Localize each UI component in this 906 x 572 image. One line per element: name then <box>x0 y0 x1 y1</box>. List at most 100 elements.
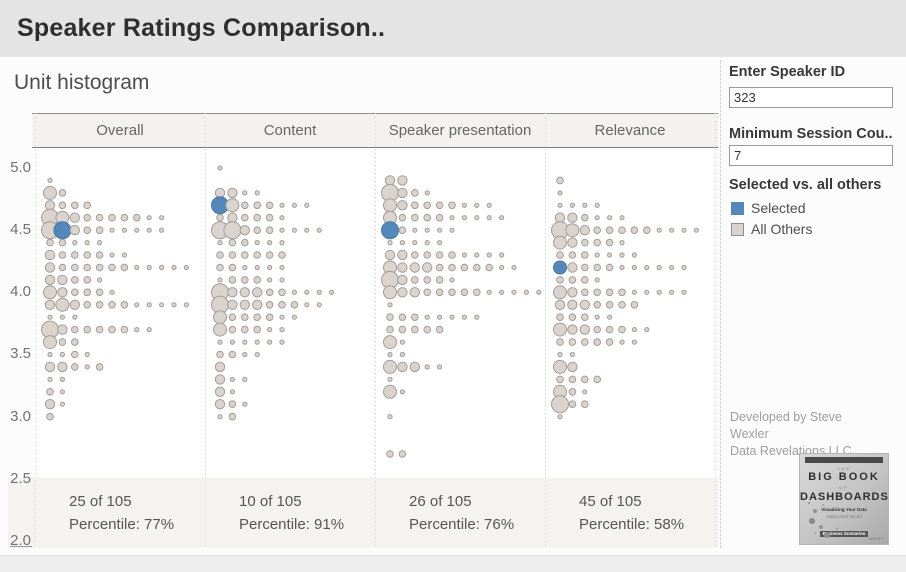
speaker-dot[interactable] <box>565 223 580 238</box>
speaker-dot[interactable] <box>227 212 238 223</box>
speaker-dot[interactable] <box>253 226 261 234</box>
speaker-dot[interactable] <box>304 289 310 295</box>
speaker-dot[interactable] <box>71 350 79 359</box>
speaker-dot[interactable] <box>279 339 285 345</box>
speaker-dot[interactable] <box>437 240 443 246</box>
speaker-dot[interactable] <box>304 227 310 233</box>
speaker-dot[interactable] <box>567 287 578 298</box>
speaker-dot[interactable] <box>411 313 419 321</box>
speaker-dot[interactable] <box>631 327 638 333</box>
speaker-dot[interactable] <box>229 339 235 345</box>
speaker-dot[interactable] <box>551 395 569 414</box>
speaker-dot[interactable] <box>47 376 53 382</box>
speaker-dot[interactable] <box>265 226 274 234</box>
speaker-dot[interactable] <box>581 251 589 259</box>
speaker-dot[interactable] <box>448 288 456 297</box>
speaker-dot[interactable] <box>593 338 602 346</box>
speaker-dot[interactable] <box>581 238 589 247</box>
speaker-dot[interactable] <box>423 325 432 334</box>
speaker-dot[interactable] <box>47 177 53 184</box>
speaker-dot[interactable] <box>631 339 638 345</box>
speaker-dot[interactable] <box>449 277 455 283</box>
speaker-dot[interactable] <box>304 302 310 308</box>
speaker-dot[interactable] <box>486 289 492 295</box>
speaker-dot[interactable] <box>58 338 67 346</box>
speaker-dot[interactable] <box>605 263 614 272</box>
speaker-dot[interactable] <box>71 251 79 259</box>
speaker-dot[interactable] <box>59 401 66 407</box>
speaker-dot[interactable] <box>43 285 57 300</box>
speaker-dot[interactable] <box>278 288 286 297</box>
speaker-dot[interactable] <box>108 263 116 272</box>
speaker-dot[interactable] <box>607 252 613 258</box>
speaker-dot[interactable] <box>254 351 260 358</box>
speaker-dot[interactable] <box>59 351 66 358</box>
speaker-dot[interactable] <box>499 289 505 295</box>
speaker-dot[interactable] <box>241 325 249 334</box>
speaker-dot[interactable] <box>435 213 444 222</box>
speaker-dot[interactable] <box>567 237 578 248</box>
speaker-dot[interactable] <box>95 288 104 297</box>
selected-speaker-dot[interactable] <box>381 221 399 240</box>
speaker-dot[interactable] <box>72 240 78 246</box>
speaker-dot[interactable] <box>397 249 408 261</box>
speaker-dot[interactable] <box>279 215 285 221</box>
speaker-dot[interactable] <box>83 226 91 234</box>
speaker-dot[interactable] <box>239 287 251 298</box>
speaker-dot[interactable] <box>228 276 237 284</box>
speaker-dot[interactable] <box>568 400 577 409</box>
speaker-dot[interactable] <box>228 412 237 421</box>
speaker-dot[interactable] <box>557 202 563 208</box>
speaker-dot[interactable] <box>43 335 57 350</box>
speaker-dot[interactable] <box>229 389 235 395</box>
speaker-dot[interactable] <box>594 277 600 283</box>
speaker-dot[interactable] <box>473 263 481 272</box>
speaker-dot[interactable] <box>159 302 165 308</box>
speaker-dot[interactable] <box>383 198 397 213</box>
speaker-dot[interactable] <box>146 264 152 271</box>
speaker-dot[interactable] <box>217 277 223 283</box>
speaker-dot[interactable] <box>109 252 115 258</box>
speaker-dot[interactable] <box>252 299 263 311</box>
speaker-dot[interactable] <box>656 227 662 233</box>
speaker-dot[interactable] <box>485 263 494 272</box>
speaker-dot[interactable] <box>567 299 578 311</box>
speaker-dot[interactable] <box>71 325 79 334</box>
speaker-dot[interactable] <box>397 200 408 211</box>
speaker-dot[interactable] <box>523 289 530 295</box>
speaker-dot[interactable] <box>556 251 564 259</box>
speaker-dot[interactable] <box>242 376 248 382</box>
speaker-dot[interactable] <box>556 176 564 185</box>
speaker-dot[interactable] <box>265 213 274 222</box>
speaker-dot[interactable] <box>409 361 420 373</box>
speaker-dot[interactable] <box>553 285 567 300</box>
speaker-dot[interactable] <box>605 288 614 297</box>
speaker-dot[interactable] <box>435 251 444 259</box>
speaker-dot[interactable] <box>474 314 480 320</box>
speaker-dot[interactable] <box>594 215 600 221</box>
speaker-dot[interactable] <box>553 235 567 250</box>
speaker-dot[interactable] <box>486 202 492 208</box>
speaker-dot[interactable] <box>581 276 589 284</box>
speaker-dot[interactable] <box>567 262 578 273</box>
speaker-dot[interactable] <box>217 240 223 246</box>
speaker-dot[interactable] <box>569 351 576 358</box>
speaker-dot[interactable] <box>593 325 602 334</box>
speaker-dot[interactable] <box>556 276 564 284</box>
speaker-dot[interactable] <box>619 252 625 258</box>
speaker-dot[interactable] <box>593 301 602 309</box>
speaker-dot[interactable] <box>437 227 443 233</box>
speaker-dot[interactable] <box>217 339 223 345</box>
speaker-dot[interactable] <box>58 238 67 247</box>
speaker-dot[interactable] <box>83 325 91 334</box>
speaker-dot[interactable] <box>241 276 249 284</box>
speaker-dot[interactable] <box>121 252 128 258</box>
speaker-dot[interactable] <box>242 264 248 271</box>
speaker-dot[interactable] <box>265 288 274 297</box>
speaker-dot[interactable] <box>291 289 297 295</box>
speaker-dot[interactable] <box>254 264 260 271</box>
speaker-dot[interactable] <box>58 189 67 197</box>
speaker-dot[interactable] <box>554 299 566 311</box>
speaker-dot[interactable] <box>58 263 67 272</box>
speaker-dot[interactable] <box>398 226 407 234</box>
